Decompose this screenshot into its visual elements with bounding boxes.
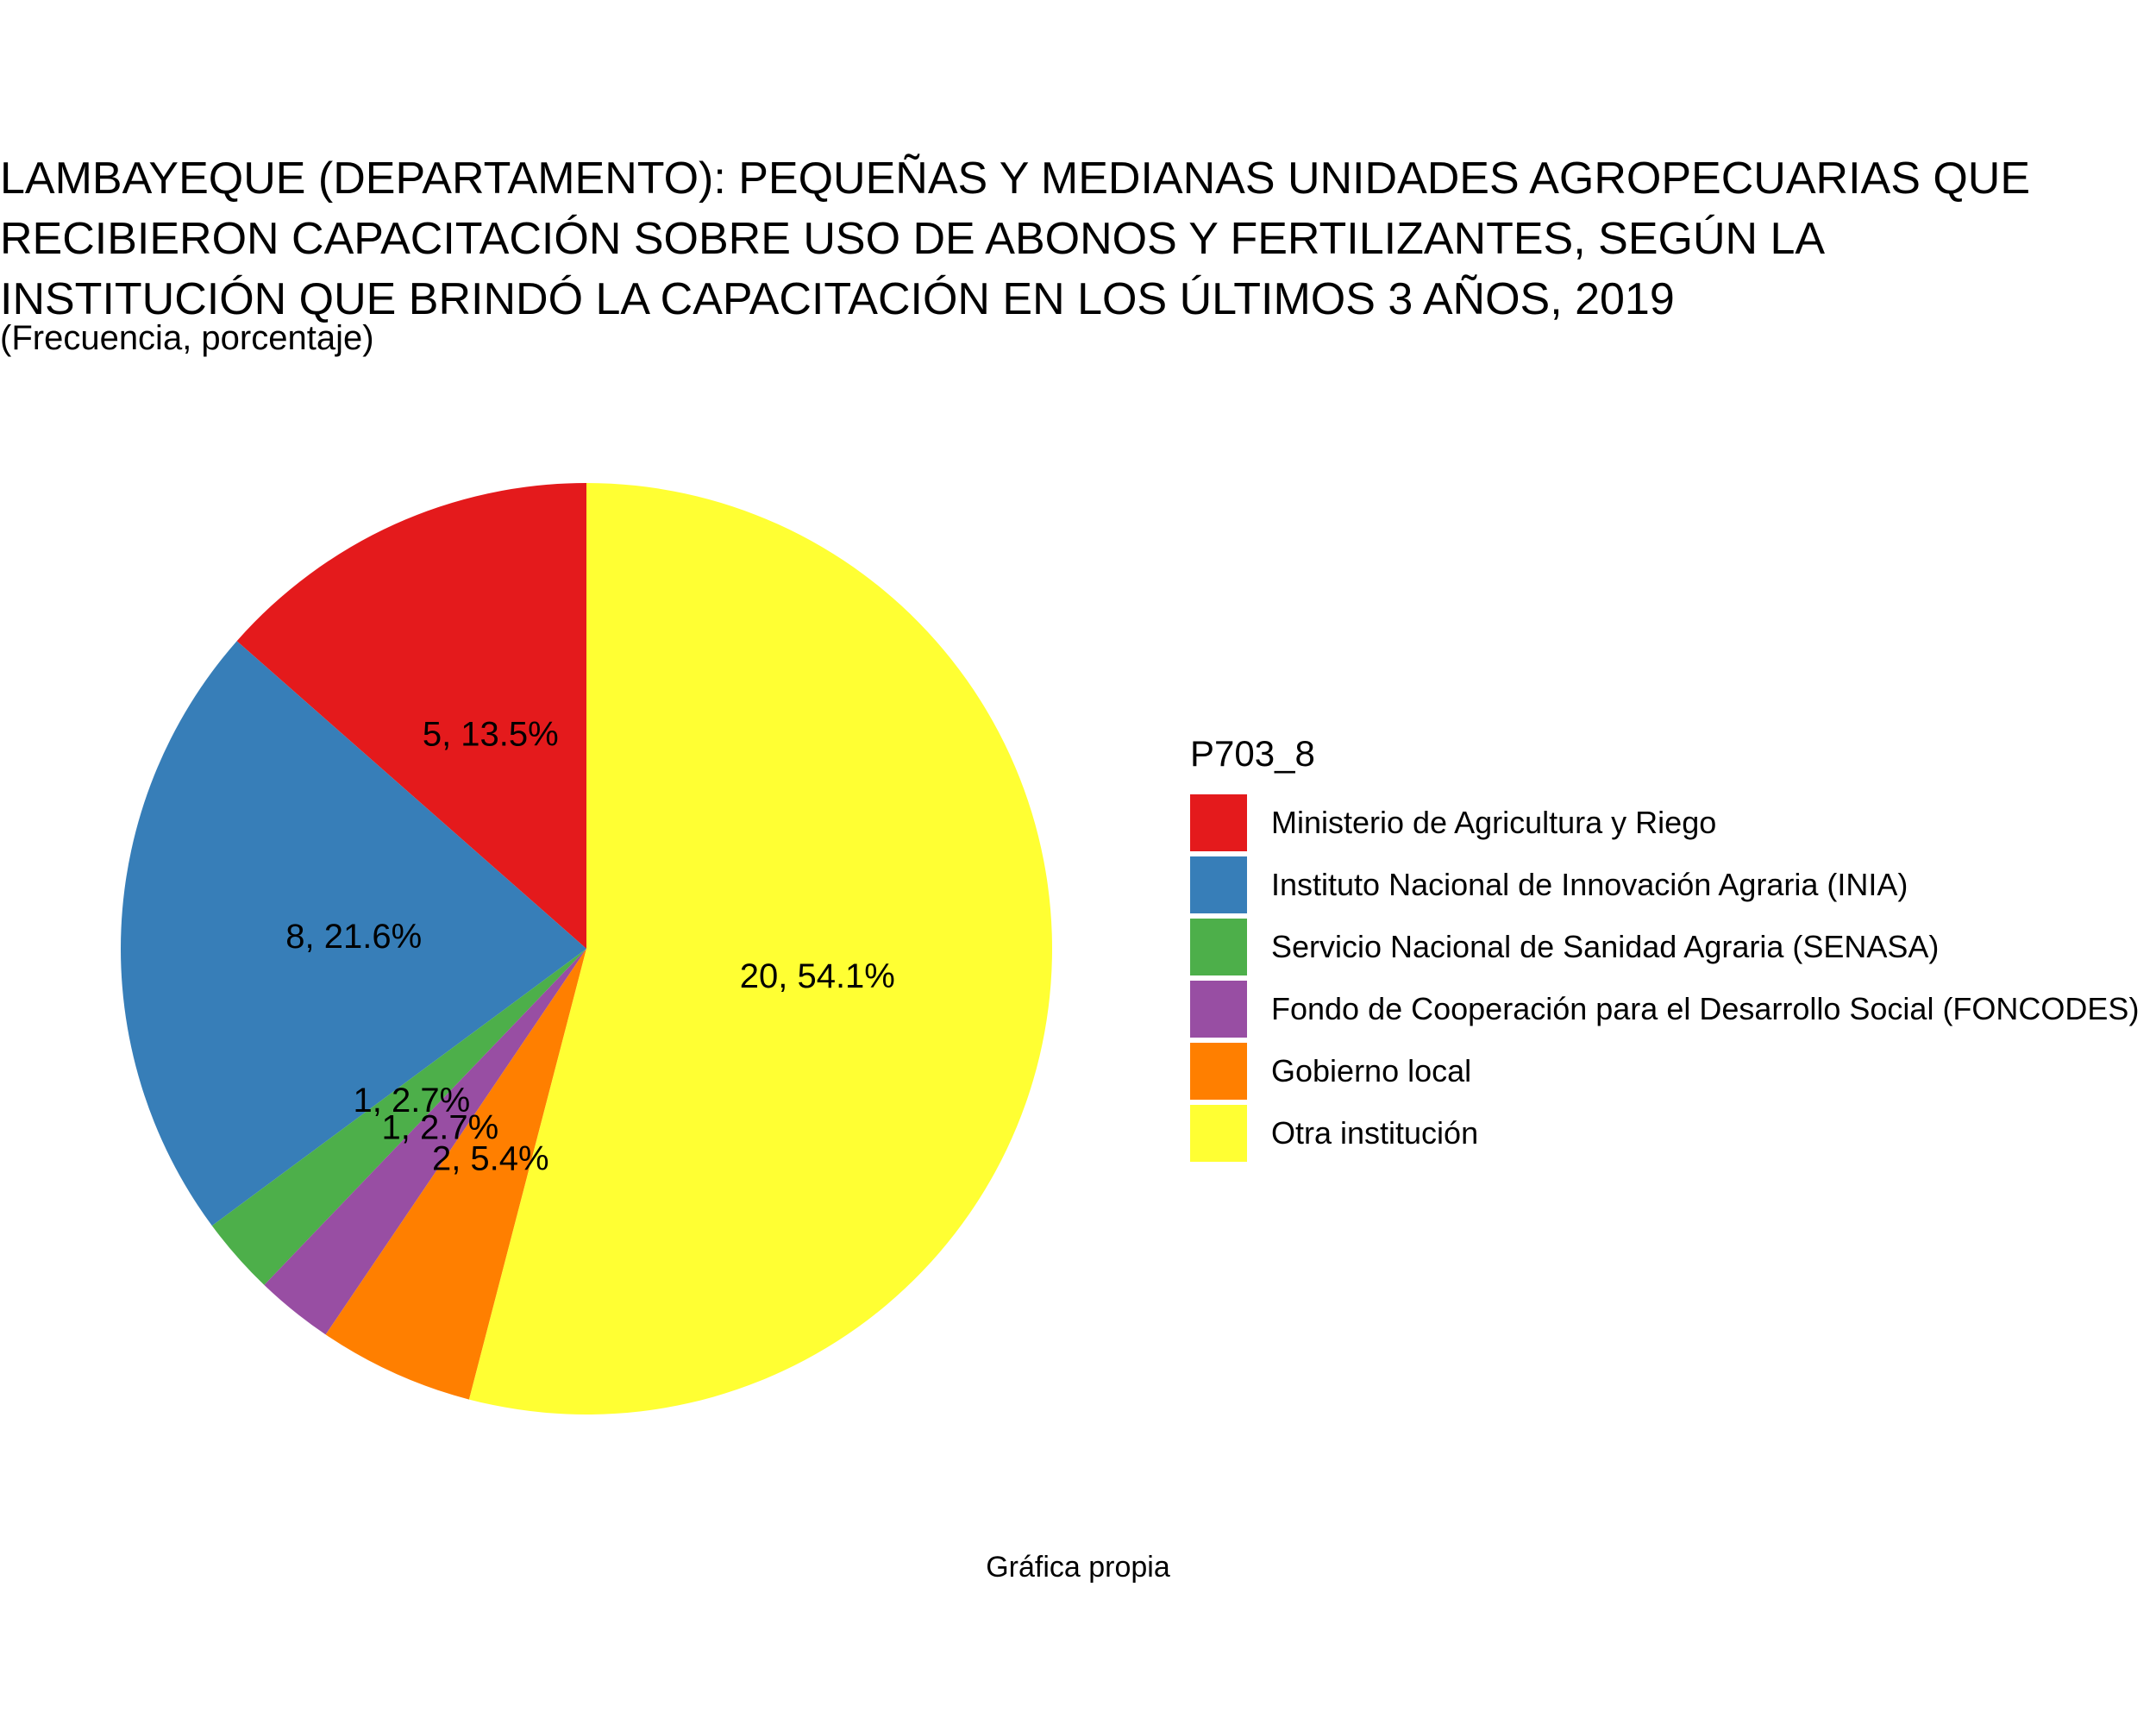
legend-item: Otra institución xyxy=(1190,1102,2139,1164)
legend-label: Ministerio de Agricultura y Riego xyxy=(1271,805,1717,840)
legend-swatch xyxy=(1190,794,1247,851)
chart-title: LAMBAYEQUE (DEPARTAMENTO): PEQUEÑAS Y ME… xyxy=(0,154,2031,324)
chart-caption: Gráfica propia xyxy=(986,1551,1170,1584)
legend-label: Instituto Nacional de Innovación Agraria… xyxy=(1271,867,1908,902)
legend-title: P703_8 xyxy=(1190,733,1315,774)
legend-label: Gobierno local xyxy=(1271,1053,1472,1088)
legend-swatch xyxy=(1190,981,1247,1038)
legend-label: Fondo de Cooperación para el Desarrollo … xyxy=(1271,991,2140,1026)
slice-label: 1, 2.7% xyxy=(353,1082,470,1120)
legend-item: Instituto Nacional de Innovación Agraria… xyxy=(1190,854,2139,916)
pie-slice xyxy=(211,949,586,1285)
legend-swatch xyxy=(1190,856,1247,913)
chart-subtitle: (Frecuencia, porcentaje) xyxy=(0,319,374,357)
legend-label: Otra institución xyxy=(1271,1115,1479,1151)
legend-label: Servicio Nacional de Sanidad Agraria (SE… xyxy=(1271,929,1940,964)
slice-label: 8, 21.6% xyxy=(285,918,422,956)
legend-swatch xyxy=(1190,1105,1247,1162)
pie-slice xyxy=(236,483,586,949)
legend-item: Gobierno local xyxy=(1190,1040,2139,1102)
legend-items: Ministerio de Agricultura y Riego Institu… xyxy=(1190,792,2139,1164)
pie-slice xyxy=(121,641,586,1226)
legend-swatch xyxy=(1190,1043,1247,1100)
pie-slice xyxy=(325,949,586,1400)
legend-item: Ministerio de Agricultura y Riego xyxy=(1190,792,2139,854)
legend: P703_8 Ministerio de Agricultura y Riego… xyxy=(1190,733,2139,1164)
slice-label: 20, 54.1% xyxy=(740,957,895,995)
legend-item: Fondo de Cooperación para el Desarrollo … xyxy=(1190,978,2139,1040)
slice-label: 2, 5.4% xyxy=(432,1140,549,1178)
slice-label: 5, 13.5% xyxy=(423,716,559,754)
pie-slice xyxy=(468,483,1052,1415)
pie-slice xyxy=(264,949,586,1335)
legend-item: Servicio Nacional de Sanidad Agraria (SE… xyxy=(1190,916,2139,978)
slice-label: 1, 2.7% xyxy=(382,1109,499,1147)
legend-swatch xyxy=(1190,919,1247,975)
